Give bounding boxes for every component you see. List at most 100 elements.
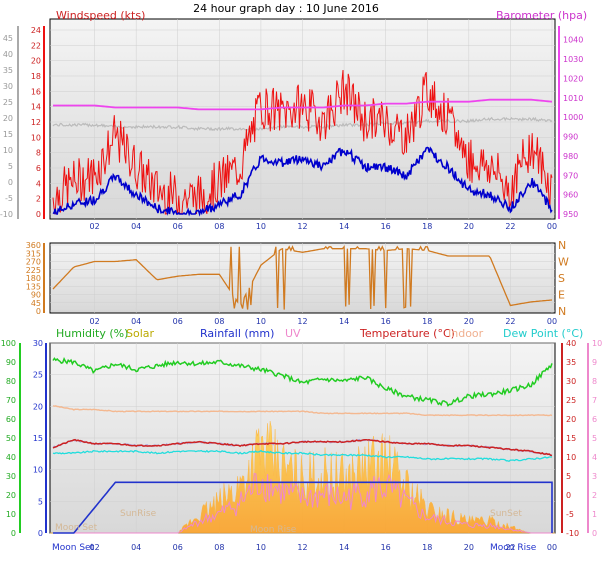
windspeed-tick: 22: [31, 41, 41, 50]
wind-tick-labels: 454035302520151050-5-1024222018161412108…: [0, 26, 583, 219]
direction-tick: 270: [26, 258, 41, 267]
barometer-tick: 1000: [563, 113, 583, 122]
wind-outer-tick: -5: [5, 194, 13, 203]
wind-outer-tick: 40: [3, 50, 13, 59]
x-tick-mid: 00: [547, 317, 557, 326]
direction-tick: 315: [26, 249, 41, 258]
temperature-tick: 10: [566, 453, 576, 462]
uv-tick: 5: [592, 434, 597, 443]
indoor-line: [52, 405, 553, 417]
direction-series: [52, 245, 553, 310]
x-tick-bottom: 04: [131, 543, 141, 552]
temperature-tick: 20: [566, 415, 576, 424]
legend-dewpoint: Dew Point (°C): [503, 327, 583, 340]
x-tick-bottom: 10: [256, 543, 266, 552]
rainfall-tick: 0: [38, 529, 43, 538]
x-tick-top: 22: [505, 222, 515, 231]
humidity-tick: 30: [6, 472, 16, 481]
wind-outer-tick: 30: [3, 82, 13, 91]
dewpoint-line: [52, 449, 552, 463]
uv-line: [53, 473, 552, 534]
rainfall-tick: 5: [38, 497, 43, 506]
humidity-tick: 10: [6, 510, 16, 519]
wind-outer-tick: 20: [3, 114, 13, 123]
annotation-moonrise-2: Moon Rise: [490, 543, 537, 553]
wind-outer-tick: 0: [8, 178, 13, 187]
annotation-sunset: SunSet: [490, 509, 522, 519]
legend-uv: UV: [285, 327, 301, 340]
humidity-tick: 90: [6, 358, 16, 367]
uv-tick: 2: [592, 491, 597, 500]
temperature-tick: 0: [566, 491, 571, 500]
x-tick-bottom: 22: [505, 543, 515, 552]
barometer-alt-line: [52, 116, 553, 132]
humidity-tick: 70: [6, 396, 16, 405]
humidity-tick: 100: [1, 339, 16, 348]
direction-tick: 0: [36, 307, 41, 316]
x-tick-bottom: 02: [89, 543, 99, 552]
compass-tick: S: [558, 272, 565, 285]
x-tick-bottom: 00: [547, 543, 557, 552]
annotation-sunrise: SunRise: [120, 509, 157, 519]
x-tick-top: 04: [131, 222, 141, 231]
temperature-tick: 30: [566, 377, 576, 386]
wind-outer-tick: 5: [8, 162, 13, 171]
rainfall-tick: 20: [33, 402, 43, 411]
windspeed-tick: 4: [36, 179, 41, 188]
temperature-tick: 15: [566, 434, 576, 443]
windavg-line: [52, 146, 553, 217]
uv-tick: 4: [592, 453, 597, 462]
direction-gridlines: [50, 243, 555, 313]
annotation-moonrise: Moon Rise: [250, 525, 297, 535]
x-tick-mid: 12: [297, 317, 307, 326]
barometer-tick: 1030: [563, 55, 583, 64]
x-tick-bottom: 20: [464, 543, 474, 552]
compass-tick: N: [558, 305, 566, 318]
compass-tick: N: [558, 239, 566, 252]
windspeed-tick: 8: [36, 149, 41, 158]
x-tick-top: 10: [256, 222, 266, 231]
barometer-tick: 980: [563, 152, 578, 161]
direction-tick: 90: [31, 291, 41, 300]
uv-tick: 10: [592, 339, 602, 348]
windgust-line: [52, 69, 553, 215]
x-tick-top: 16: [381, 222, 391, 231]
windspeed-tick: 6: [36, 164, 41, 173]
direction-tick: 45: [31, 299, 41, 308]
environment-series: [50, 356, 555, 534]
windspeed-tick: 2: [36, 195, 41, 204]
humidity-tick: 20: [6, 491, 16, 500]
wind-gridlines: [50, 19, 555, 219]
x-tick-top: 20: [464, 222, 474, 231]
rainfall-tick: 30: [33, 339, 43, 348]
legend-temperature: Temperature (°C): [359, 327, 455, 340]
wind-outer-tick: 45: [3, 34, 13, 43]
wind-outer-tick: 35: [3, 66, 13, 75]
temperature-tick: 40: [566, 339, 576, 348]
barometer-tick: 1020: [563, 74, 583, 83]
rainfall-line: [53, 481, 553, 534]
x-tick-mid: 02: [89, 317, 99, 326]
x-tick-mid: 10: [256, 317, 266, 326]
x-tick-bottom: 18: [422, 543, 432, 552]
temperature-tick: 35: [566, 358, 576, 367]
barometer-line: [53, 98, 553, 111]
windspeed-tick: 12: [31, 118, 41, 127]
windspeed-tick: 14: [31, 103, 41, 112]
temperature-line: [52, 438, 553, 457]
x-tick-top: 02: [89, 222, 99, 231]
x-tick-mid: 04: [131, 317, 141, 326]
windspeed-tick: 10: [31, 133, 41, 142]
barometer-tick: 1010: [563, 94, 583, 103]
uv-tick: 9: [592, 358, 597, 367]
humidity-tick: 0: [11, 529, 16, 538]
wind-series: [52, 69, 553, 217]
uv-tick: 0: [592, 529, 597, 538]
x-tick-top: 12: [297, 222, 307, 231]
compass-tick: W: [558, 256, 569, 269]
uv-tick: 3: [592, 472, 597, 481]
